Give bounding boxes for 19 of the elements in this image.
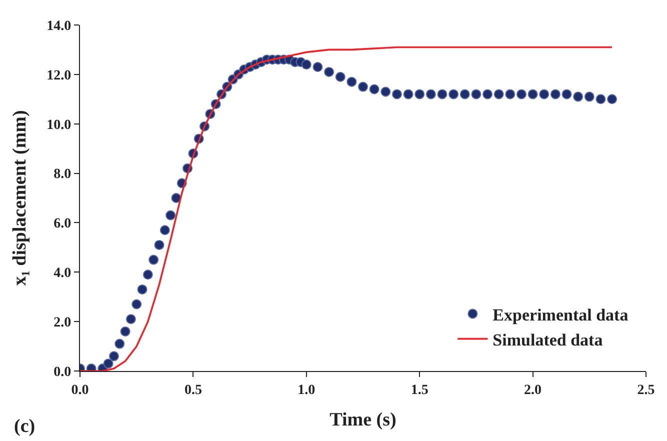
y-tick-label: 0.0	[54, 364, 72, 380]
legend-label: Simulated data	[492, 330, 604, 350]
y-tick-label: 8.0	[54, 167, 72, 182]
y-tick-label: 12.0	[46, 68, 72, 84]
x-tick-label: 1.5	[410, 382, 428, 398]
legend-label: Experimental data	[492, 305, 629, 324]
y-tick-label: 4.0	[54, 266, 72, 282]
y-tick-label: 2.0	[54, 315, 72, 330]
x-tick-label: 0.0	[71, 382, 89, 398]
x-tick-label: 1.0	[298, 382, 316, 398]
y-tick-label: 14.0	[46, 18, 72, 34]
x-axis-title: Time (s)	[330, 410, 396, 431]
x-tick-label: 0.5	[184, 382, 202, 398]
y-tick-label: 6.0	[54, 216, 72, 232]
text: (c)	[14, 416, 36, 437]
y-axis-title: x₁ displacement (mm)	[9, 110, 30, 286]
y-tick-label: 10.0	[46, 118, 72, 133]
x-tick-label: 2.5	[637, 382, 655, 398]
x-tick-label: 2.0	[524, 382, 542, 398]
